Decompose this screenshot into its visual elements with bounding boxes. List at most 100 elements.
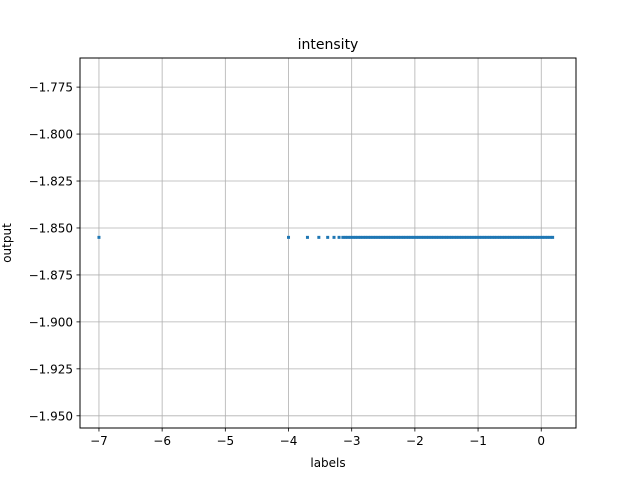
x-tick-label: −6	[153, 434, 171, 448]
data-point	[439, 235, 443, 239]
data-point	[450, 235, 454, 239]
data-point	[412, 235, 416, 239]
data-point	[482, 235, 486, 239]
x-tick-label: 0	[537, 434, 545, 448]
data-points	[97, 235, 555, 239]
data-point	[515, 235, 519, 239]
data-point	[518, 235, 522, 239]
data-point	[543, 235, 547, 239]
data-point	[427, 235, 431, 239]
data-point	[533, 235, 537, 239]
y-tick-label: −1.925	[29, 362, 73, 376]
data-point	[452, 235, 456, 239]
x-axis: −7 −6 −5 −4 −3 −2 −1 0	[90, 428, 545, 448]
data-point	[429, 235, 433, 239]
y-tick-label: −1.825	[29, 175, 73, 189]
data-point	[361, 235, 365, 239]
data-point	[455, 235, 459, 239]
y-tick-label: −1.950	[29, 409, 73, 423]
data-point	[462, 235, 466, 239]
data-point	[384, 235, 388, 239]
data-point	[475, 235, 479, 239]
data-point	[492, 235, 496, 239]
y-axis-label: output	[0, 223, 14, 263]
data-point	[399, 235, 403, 239]
data-point	[386, 235, 390, 239]
data-point	[422, 235, 426, 239]
data-point	[442, 235, 446, 239]
data-point	[359, 235, 363, 239]
data-point	[356, 235, 360, 239]
data-point	[480, 235, 484, 239]
data-point	[520, 235, 524, 239]
data-point	[508, 235, 512, 239]
data-point	[424, 235, 428, 239]
data-point	[487, 235, 491, 239]
data-point	[381, 235, 385, 239]
data-point	[470, 235, 474, 239]
data-point	[379, 235, 383, 239]
data-point	[353, 235, 357, 239]
data-point	[332, 235, 336, 239]
data-point	[551, 235, 555, 239]
data-point	[500, 235, 504, 239]
data-point	[541, 235, 545, 239]
data-point	[437, 235, 441, 239]
data-point	[369, 235, 373, 239]
data-point	[525, 235, 529, 239]
data-point	[374, 235, 378, 239]
x-tick-label: −2	[406, 434, 424, 448]
data-point	[460, 235, 464, 239]
data-point	[498, 235, 502, 239]
grid	[80, 58, 576, 428]
data-point	[404, 235, 408, 239]
data-point	[530, 235, 534, 239]
data-point	[409, 235, 413, 239]
x-tick-label: −3	[343, 434, 361, 448]
data-point	[407, 235, 411, 239]
data-point	[467, 235, 471, 239]
y-tick-label: −1.775	[29, 81, 73, 95]
data-point	[414, 235, 418, 239]
data-point	[337, 235, 341, 239]
data-point	[402, 235, 406, 239]
data-point	[305, 235, 309, 239]
chart-title: intensity	[298, 37, 359, 53]
data-point	[528, 235, 532, 239]
data-point	[376, 235, 380, 239]
data-point	[477, 235, 481, 239]
x-tick-label: −5	[216, 434, 234, 448]
data-point	[346, 235, 350, 239]
y-axis: −1.775 −1.800 −1.825 −1.850 −1.875 −1.900 −1.9…	[29, 81, 80, 423]
x-tick-label: −7	[90, 434, 108, 448]
data-point	[287, 235, 291, 239]
y-tick-label: −1.875	[29, 268, 73, 282]
x-tick-label: −4	[280, 434, 298, 448]
data-point	[485, 235, 489, 239]
data-point	[417, 235, 421, 239]
data-point	[366, 235, 370, 239]
data-point	[343, 235, 347, 239]
y-tick-label: −1.850	[29, 221, 73, 235]
data-point	[523, 235, 527, 239]
data-point	[348, 235, 352, 239]
plot-frame	[79, 57, 577, 429]
data-point	[434, 235, 438, 239]
x-axis-label: labels	[310, 456, 345, 470]
data-point	[317, 235, 321, 239]
data-point	[432, 235, 436, 239]
data-point	[419, 235, 423, 239]
data-point	[97, 235, 101, 239]
data-point	[371, 235, 375, 239]
data-point	[341, 235, 345, 239]
data-point	[389, 235, 393, 239]
data-point	[546, 235, 550, 239]
data-point	[444, 235, 448, 239]
data-point	[548, 235, 552, 239]
data-point	[457, 235, 461, 239]
data-point	[505, 235, 509, 239]
data-point	[391, 235, 395, 239]
data-point	[535, 235, 539, 239]
data-point	[396, 235, 400, 239]
